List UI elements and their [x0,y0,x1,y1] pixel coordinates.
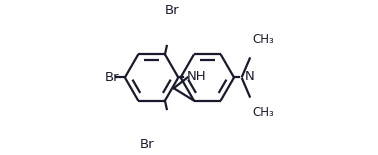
Text: Br: Br [140,138,154,151]
Text: Br: Br [164,4,179,17]
Text: CH₃: CH₃ [253,106,274,119]
Text: Br: Br [105,71,119,84]
Text: CH₃: CH₃ [253,33,274,46]
Text: N: N [244,70,254,83]
Text: NH: NH [187,70,206,83]
